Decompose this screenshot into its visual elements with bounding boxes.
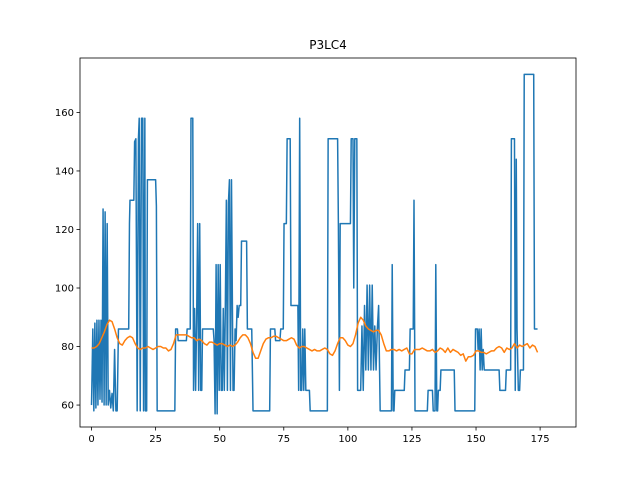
y-tick-label: 140: [55, 166, 74, 177]
y-tick-label: 160: [55, 108, 74, 119]
y-tick-label: 100: [55, 284, 74, 295]
x-tick-label: 75: [277, 434, 290, 445]
x-tick-label: 125: [402, 434, 421, 445]
x-tick-label: 100: [338, 434, 357, 445]
x-tick-label: 150: [466, 434, 485, 445]
chart-title: P3LC4: [309, 38, 347, 52]
y-tick-label: 80: [61, 342, 74, 353]
y-tick-label: 120: [55, 225, 74, 236]
x-tick-label: 0: [88, 434, 94, 445]
y-tick-label: 60: [61, 401, 74, 412]
x-tick-label: 25: [149, 434, 162, 445]
x-axis: 0 25 50 75 100 125 150 175: [88, 427, 550, 445]
x-tick-label: 175: [531, 434, 550, 445]
series-layer: [90, 73, 539, 415]
x-tick-label: 50: [213, 434, 226, 445]
series-line-1: [90, 73, 538, 415]
plot-frame: [79, 57, 577, 428]
y-axis: 60 80 100 120 140 160: [55, 108, 80, 412]
series-line-2: [91, 316, 539, 362]
